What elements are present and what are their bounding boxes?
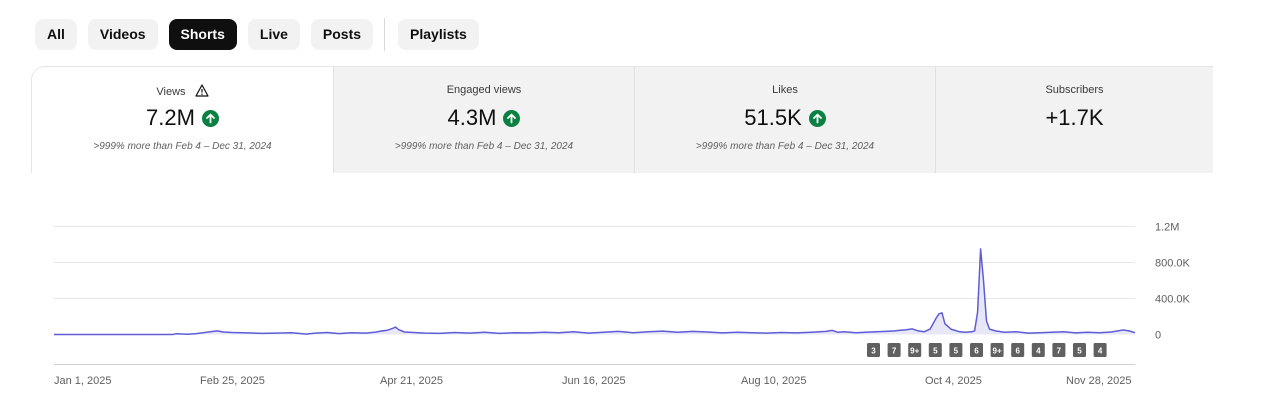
metric-likes[interactable]: Likes 51.5K >999% more than Feb 4 – Dec …	[634, 67, 935, 173]
annotation-marker	[908, 343, 922, 357]
chip-shorts[interactable]: Shorts	[168, 18, 237, 50]
y-tick-label: 1.2M	[1155, 222, 1179, 234]
chip-live[interactable]: Live	[247, 18, 300, 50]
metric-label: Views	[32, 84, 333, 98]
chip-posts[interactable]: Posts	[310, 18, 374, 50]
x-tick-label: Jan 1, 2025	[54, 375, 112, 387]
views-area	[54, 249, 1135, 335]
metric-likes-label: Likes	[772, 84, 798, 96]
metric-views[interactable]: Views 7.2M >999% more than Feb 4 – Dec 3…	[32, 67, 333, 173]
annotation-label: 7	[892, 347, 897, 356]
annotation-label: 5	[1077, 347, 1082, 356]
trend-up-icon	[808, 109, 826, 127]
annotation-marker	[990, 343, 1004, 357]
annotation-marker	[1073, 343, 1086, 357]
chip-all[interactable]: All	[35, 18, 77, 50]
metric-views-value: 7.2M	[146, 105, 195, 130]
annotation-label: 9+	[993, 347, 1002, 356]
metric-views-label: Views	[156, 86, 186, 98]
annotation-marker	[928, 343, 942, 357]
metric-comparison: >999% more than Feb 4 – Dec 31, 2024	[394, 141, 574, 152]
y-tick-label: 0	[1155, 330, 1161, 342]
chip-videos[interactable]: Videos	[87, 18, 158, 50]
x-tick-label: Nov 28, 2025	[1066, 375, 1131, 387]
y-tick-label: 400.0K	[1155, 294, 1191, 306]
metric-value: 7.2M	[32, 105, 333, 131]
filter-chips: All Videos Shorts Live Posts Playlists	[35, 17, 490, 51]
metric-subscribers-label: Subscribers	[1045, 84, 1104, 96]
annotation-marker	[1052, 343, 1066, 357]
metric-engaged-views[interactable]: Engaged views 4.3M >999% more than Feb 4…	[333, 67, 634, 173]
metrics-card: Views 7.2M >999% more than Feb 4 – Dec 3…	[31, 66, 1213, 173]
annotation-marker	[867, 343, 880, 357]
trend-up-icon	[503, 109, 521, 127]
metric-value: 51.5K	[635, 105, 935, 131]
annotation-marker	[887, 343, 901, 357]
annotation-label: 6	[974, 347, 979, 356]
annotation-label: 3	[871, 347, 876, 356]
annotation-marker	[1031, 343, 1045, 357]
y-tick-label: 800.0K	[1155, 258, 1191, 270]
metric-subscribers-value: +1.7K	[1045, 105, 1104, 130]
annotation-label: 5	[954, 347, 959, 356]
annotation-label: 9+	[910, 347, 919, 356]
annotation-label: 4	[1036, 347, 1041, 356]
annotation-marker	[1011, 343, 1025, 357]
annotation-label: 4	[1098, 347, 1103, 356]
annotation-label: 5	[933, 347, 938, 356]
trend-up-icon	[201, 109, 219, 127]
metric-engaged-views-label: Engaged views	[446, 84, 522, 96]
warning-icon[interactable]	[195, 84, 209, 97]
annotation-label: 7	[1057, 347, 1062, 356]
metric-value: 4.3M	[334, 105, 634, 131]
metric-value: +1.7K	[936, 105, 1213, 131]
chip-divider	[384, 17, 386, 51]
annotation-marker	[949, 343, 963, 357]
x-tick-label: Apr 21, 2025	[380, 375, 443, 387]
chip-playlists[interactable]: Playlists	[398, 18, 479, 50]
x-tick-label: Aug 10, 2025	[741, 375, 806, 387]
annotation-marker	[970, 343, 983, 357]
annotation-marker	[1093, 343, 1107, 357]
views-line	[54, 248, 1136, 336]
metric-comparison: >999% more than Feb 4 – Dec 31, 2024	[695, 141, 875, 152]
x-tick-label: Feb 25, 2025	[200, 375, 265, 387]
metric-likes-value: 51.5K	[744, 105, 802, 130]
metric-comparison: >999% more than Feb 4 – Dec 31, 2024	[93, 141, 272, 152]
x-tick-label: Oct 4, 2025	[925, 375, 982, 387]
metric-engaged-views-value: 4.3M	[447, 105, 497, 130]
metric-subscribers[interactable]: Subscribers +1.7K	[935, 67, 1213, 173]
annotation-label: 6	[1015, 347, 1020, 356]
x-tick-label: Jun 16, 2025	[562, 375, 626, 387]
